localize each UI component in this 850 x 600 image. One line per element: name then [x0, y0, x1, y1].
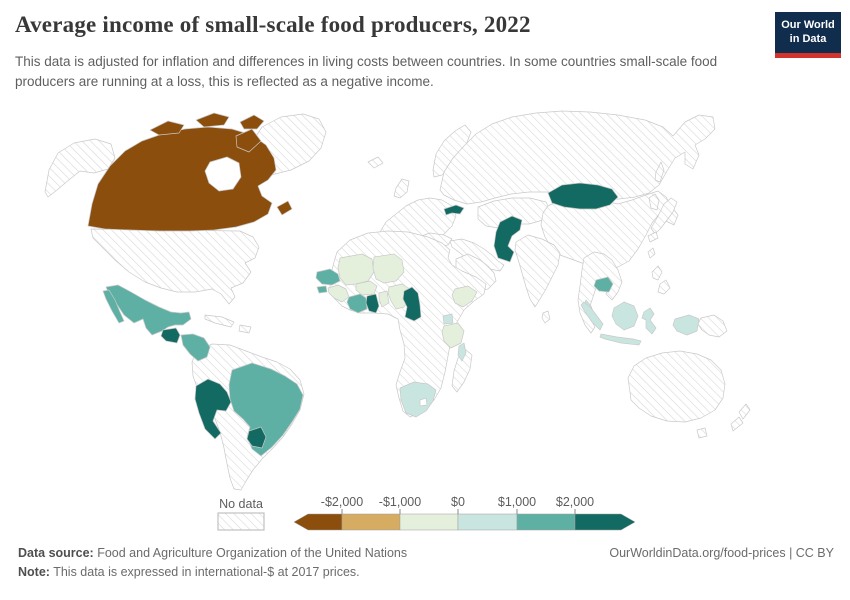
landmass-sakhalin-no-data	[654, 161, 665, 183]
country-brazil[interactable]	[228, 362, 304, 457]
landmass-taiwan-no-data	[647, 247, 656, 259]
legend-bin-1000-to-2000[interactable]	[516, 513, 576, 531]
landmass-uk-no-data	[393, 178, 410, 199]
landmass-india-no-data	[514, 234, 561, 308]
country-indonesia-west-papua[interactable]	[672, 314, 700, 336]
country-niger[interactable]	[372, 253, 405, 284]
country-togo-benin[interactable]	[378, 290, 390, 308]
footer-note-text: This data is expressed in international-…	[49, 565, 360, 579]
landmass-japan-south-no-data	[647, 231, 659, 243]
country-canada[interactable]	[87, 126, 277, 232]
country-peru[interactable]	[194, 378, 232, 440]
hudson-bay	[204, 156, 242, 192]
country-indonesia-sumatra[interactable]	[580, 301, 604, 331]
page-title: Average income of small-scale food produ…	[15, 12, 531, 37]
country-canada-newfoundland[interactable]	[276, 200, 293, 216]
footer-link: OurWorldinData.org/food-prices | CC BY	[609, 546, 834, 560]
landmass-australia-no-data	[627, 350, 726, 423]
footer-note-label: Note:	[18, 565, 50, 579]
landmass-cuba-no-data	[204, 314, 235, 328]
data-countries	[87, 112, 700, 457]
country-senegal[interactable]	[315, 268, 341, 286]
country-cameroon[interactable]	[402, 286, 422, 322]
country-cambodia[interactable]	[593, 276, 614, 293]
country-south-africa[interactable]	[399, 381, 437, 418]
landmass-hispaniola-no-data	[238, 324, 252, 334]
country-pakistan[interactable]	[493, 215, 523, 263]
legend-tick-label-0: $0	[451, 495, 465, 509]
legend-tick-label-1000: $1,000	[498, 495, 536, 509]
country-mali[interactable]	[337, 253, 375, 286]
legend-ticks	[341, 509, 576, 514]
country-uganda[interactable]	[442, 313, 454, 325]
legend-bin-below-minus-2000[interactable]	[293, 513, 343, 531]
landmass-papua-new-guinea-no-data	[697, 314, 728, 338]
footer-source-label: Data source:	[18, 546, 94, 560]
legend-no-data-swatch[interactable]	[217, 512, 265, 531]
footer-source-text: Food and Agriculture Organization of the…	[93, 546, 408, 560]
landmass-madagascar-no-data	[451, 349, 473, 393]
landmass-new-zealand-south-no-data	[730, 416, 744, 432]
country-guinea[interactable]	[327, 284, 350, 303]
country-mexico[interactable]	[105, 284, 192, 336]
legend-tick-label-2000: $2,000	[556, 495, 594, 509]
country-guinea-bissau[interactable]	[316, 285, 328, 294]
country-honduras-nicaragua[interactable]	[180, 333, 211, 362]
footer-note: Note: This data is expressed in internat…	[18, 565, 360, 579]
legend-bin-above-2000[interactable]	[574, 513, 636, 531]
landmass-iran-levant-no-data	[449, 238, 505, 272]
owid-logo-line1: Our World	[781, 19, 835, 31]
country-canada-baffin-island[interactable]	[235, 128, 262, 153]
country-tanzania[interactable]	[441, 322, 465, 349]
country-azerbaijan[interactable]	[443, 204, 465, 216]
landmass-new-zealand-north-no-data	[738, 403, 751, 420]
country-canada-arctic-island-1[interactable]	[149, 120, 185, 136]
country-malawi[interactable]	[457, 342, 467, 362]
landmass-alaska-no-data	[44, 138, 116, 198]
landmass-philippines-south-no-data	[657, 279, 671, 295]
legend-no-data-label: No data	[219, 497, 263, 511]
legend-tick-label-minus-2000: -$2,000	[321, 495, 363, 509]
country-canada-arctic-island-2[interactable]	[195, 112, 230, 128]
country-mexico-baja[interactable]	[102, 289, 125, 324]
landmass-tasmania-no-data	[696, 427, 708, 439]
landmass-scandinavia-no-data	[432, 124, 472, 178]
country-cote-divoire[interactable]	[346, 293, 368, 314]
landmass-usa-no-data	[90, 228, 260, 305]
legend-bin-minus-2000-to-minus-1000[interactable]	[341, 513, 401, 531]
landmass-philippines-north-no-data	[651, 265, 663, 281]
country-indonesia-java[interactable]	[599, 333, 642, 346]
country-guatemala[interactable]	[160, 327, 181, 344]
chart-subtitle: This data is adjusted for inflation and …	[15, 54, 718, 89]
country-indonesia-sulawesi[interactable]	[641, 307, 657, 335]
legend-bin-0-to-1000[interactable]	[457, 513, 518, 531]
landmass-iceland-no-data	[367, 156, 384, 169]
owid-logo-line2: in Data	[789, 32, 827, 45]
country-paraguay[interactable]	[246, 426, 267, 449]
country-ethiopia[interactable]	[451, 285, 478, 308]
country-ghana[interactable]	[365, 293, 380, 314]
country-indonesia-borneo[interactable]	[611, 301, 639, 331]
legend-tick-label-minus-1000: -$1,000	[379, 495, 421, 509]
landmass-russia-no-data	[439, 110, 716, 205]
country-mongolia[interactable]	[547, 182, 619, 210]
landmass-japan-no-data	[650, 197, 678, 235]
owid-logo: Our World in Data	[775, 12, 841, 58]
country-burkina-faso[interactable]	[355, 280, 378, 296]
legend-bin-minus-1000-to-0[interactable]	[399, 513, 459, 531]
map-legend: No data -$2,000 -$1,000 $0 $1,000	[217, 495, 636, 531]
footer-source: Data source: Food and Agriculture Organi…	[18, 546, 407, 560]
landmass-korea-no-data	[648, 193, 660, 211]
country-canada-arctic-island-3[interactable]	[239, 114, 265, 130]
landmass-sri-lanka-no-data	[541, 310, 551, 324]
lesotho-hole	[419, 397, 428, 407]
